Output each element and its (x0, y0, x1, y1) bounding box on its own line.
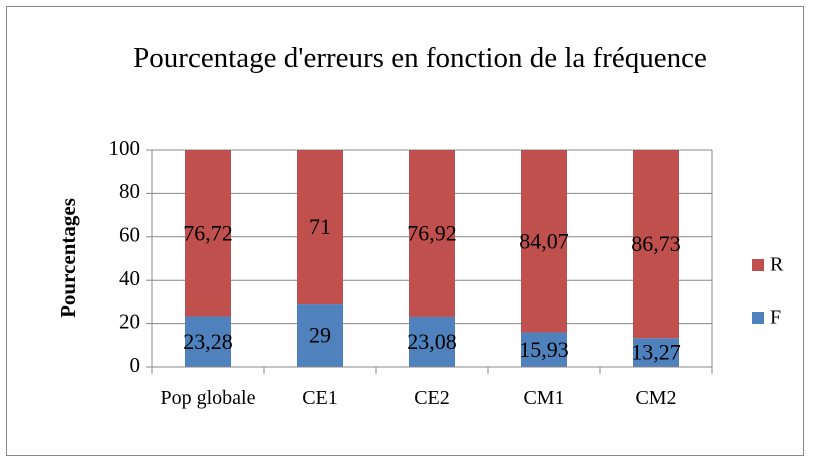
y-tick-label: 20 (119, 309, 140, 333)
x-tick-label: Pop globale (160, 387, 256, 409)
bar-segment (297, 304, 343, 367)
legend-label: R (770, 254, 784, 276)
data-label: 13,27 (631, 340, 681, 365)
x-tick-label: CM2 (635, 387, 677, 409)
y-tick-label: 80 (119, 179, 140, 203)
x-tick-label: CM1 (523, 387, 565, 409)
data-label: 23,08 (407, 329, 457, 354)
bar-segment (633, 338, 679, 367)
y-tick-label: 100 (109, 136, 141, 160)
bar-segment (409, 316, 455, 367)
legend-swatch (752, 312, 764, 324)
y-tick-label: 40 (119, 266, 140, 290)
y-axis-label: Pourcentages (56, 198, 80, 318)
data-label: 76,92 (407, 221, 457, 246)
bar-segment (185, 150, 231, 317)
data-label: 23,28 (183, 329, 233, 354)
data-label: 29 (309, 323, 331, 348)
data-label: 86,73 (631, 231, 681, 256)
legend-swatch (752, 259, 764, 271)
bar-segment (633, 150, 679, 339)
chart-title: Pourcentage d'erreurs en fonction de la … (133, 42, 707, 74)
bar-segment (409, 150, 455, 317)
y-tick-label: 60 (119, 223, 140, 247)
data-label: 76,72 (183, 220, 233, 245)
x-tick-label: CE2 (414, 387, 450, 409)
bar-segment (185, 316, 231, 367)
legend-label: F (770, 307, 781, 329)
bar-segment (297, 150, 343, 305)
data-label: 84,07 (519, 228, 569, 253)
x-tick-label: CE1 (302, 387, 338, 409)
y-tick-label: 0 (130, 353, 141, 377)
data-label: 71 (309, 214, 331, 239)
data-label: 15,93 (519, 337, 569, 362)
chart-frame (6, 6, 804, 456)
bar-segment (521, 150, 567, 333)
bar-segment (521, 332, 567, 367)
